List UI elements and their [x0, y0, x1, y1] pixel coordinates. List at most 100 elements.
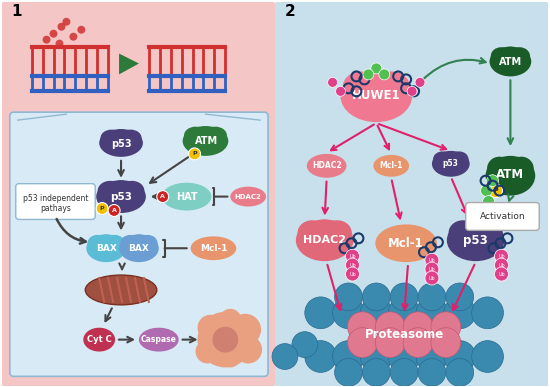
Circle shape [157, 191, 169, 202]
Circle shape [388, 297, 420, 329]
Ellipse shape [298, 220, 326, 245]
Circle shape [234, 336, 262, 363]
Circle shape [328, 77, 338, 87]
Text: p53: p53 [443, 159, 459, 168]
Circle shape [418, 358, 446, 386]
Circle shape [407, 86, 417, 96]
Circle shape [336, 86, 345, 96]
Text: Proteasome: Proteasome [365, 328, 444, 341]
Circle shape [416, 341, 448, 372]
Circle shape [363, 69, 374, 80]
Text: HAT: HAT [176, 192, 197, 202]
Text: p53 independent: p53 independent [23, 194, 88, 203]
Text: P: P [493, 188, 498, 193]
Ellipse shape [105, 235, 125, 252]
Circle shape [42, 36, 51, 44]
Circle shape [197, 312, 253, 367]
Text: Ub: Ub [428, 267, 435, 272]
Text: Ub: Ub [498, 272, 505, 277]
Circle shape [379, 69, 390, 80]
Ellipse shape [340, 70, 412, 122]
Circle shape [348, 312, 377, 342]
Text: Ub: Ub [498, 263, 505, 268]
Circle shape [197, 315, 223, 341]
Ellipse shape [190, 236, 236, 260]
Ellipse shape [183, 126, 228, 156]
Text: HDAC2: HDAC2 [303, 235, 346, 245]
Circle shape [431, 328, 461, 358]
Text: Ub: Ub [428, 258, 435, 263]
Circle shape [472, 341, 503, 372]
Circle shape [375, 328, 405, 358]
Circle shape [212, 327, 238, 353]
Circle shape [444, 297, 476, 329]
Circle shape [446, 283, 474, 311]
Circle shape [482, 195, 494, 207]
Ellipse shape [443, 151, 459, 165]
Ellipse shape [204, 127, 227, 145]
Ellipse shape [119, 235, 159, 262]
Circle shape [494, 267, 508, 281]
Circle shape [189, 148, 201, 160]
Ellipse shape [491, 47, 512, 65]
Text: 2: 2 [285, 4, 296, 19]
Ellipse shape [96, 180, 146, 213]
Ellipse shape [230, 187, 266, 207]
Circle shape [78, 26, 85, 34]
Circle shape [360, 341, 392, 372]
Circle shape [487, 175, 498, 187]
Ellipse shape [111, 180, 131, 199]
Ellipse shape [502, 47, 519, 63]
Circle shape [333, 297, 365, 329]
Circle shape [96, 202, 108, 214]
Ellipse shape [184, 127, 207, 145]
Circle shape [360, 297, 392, 329]
Circle shape [334, 283, 362, 311]
Circle shape [362, 283, 390, 311]
Circle shape [196, 340, 219, 363]
Ellipse shape [120, 235, 140, 252]
Text: Mcl-1: Mcl-1 [388, 237, 424, 250]
Circle shape [348, 328, 377, 358]
Ellipse shape [120, 130, 141, 146]
Ellipse shape [500, 156, 521, 178]
Circle shape [425, 262, 439, 276]
Ellipse shape [138, 235, 158, 252]
Text: A: A [112, 208, 117, 213]
Ellipse shape [432, 151, 470, 177]
Ellipse shape [361, 71, 392, 99]
Ellipse shape [509, 47, 530, 65]
Circle shape [446, 358, 474, 386]
Text: Ub: Ub [349, 254, 356, 259]
Circle shape [345, 267, 360, 281]
Ellipse shape [375, 224, 437, 262]
Ellipse shape [130, 235, 147, 250]
Ellipse shape [374, 72, 410, 103]
Ellipse shape [464, 220, 488, 243]
FancyBboxPatch shape [466, 202, 539, 230]
Circle shape [272, 344, 298, 370]
Text: pathays: pathays [40, 204, 71, 213]
Ellipse shape [86, 235, 126, 262]
Circle shape [403, 328, 433, 358]
Ellipse shape [323, 220, 352, 245]
Ellipse shape [196, 126, 215, 143]
Ellipse shape [85, 275, 157, 305]
Circle shape [362, 358, 390, 386]
Circle shape [305, 341, 337, 372]
Circle shape [390, 283, 418, 311]
Ellipse shape [490, 46, 531, 76]
Circle shape [333, 341, 365, 372]
Ellipse shape [307, 154, 346, 178]
Circle shape [345, 249, 360, 263]
Text: P: P [100, 206, 104, 211]
Text: HUWE1: HUWE1 [352, 89, 400, 102]
Ellipse shape [343, 72, 378, 103]
Ellipse shape [509, 157, 534, 180]
Ellipse shape [373, 155, 409, 177]
Circle shape [494, 249, 508, 263]
Circle shape [415, 77, 425, 87]
Text: p53: p53 [110, 192, 132, 202]
Polygon shape [119, 53, 139, 74]
Text: HDAC2: HDAC2 [312, 161, 342, 170]
